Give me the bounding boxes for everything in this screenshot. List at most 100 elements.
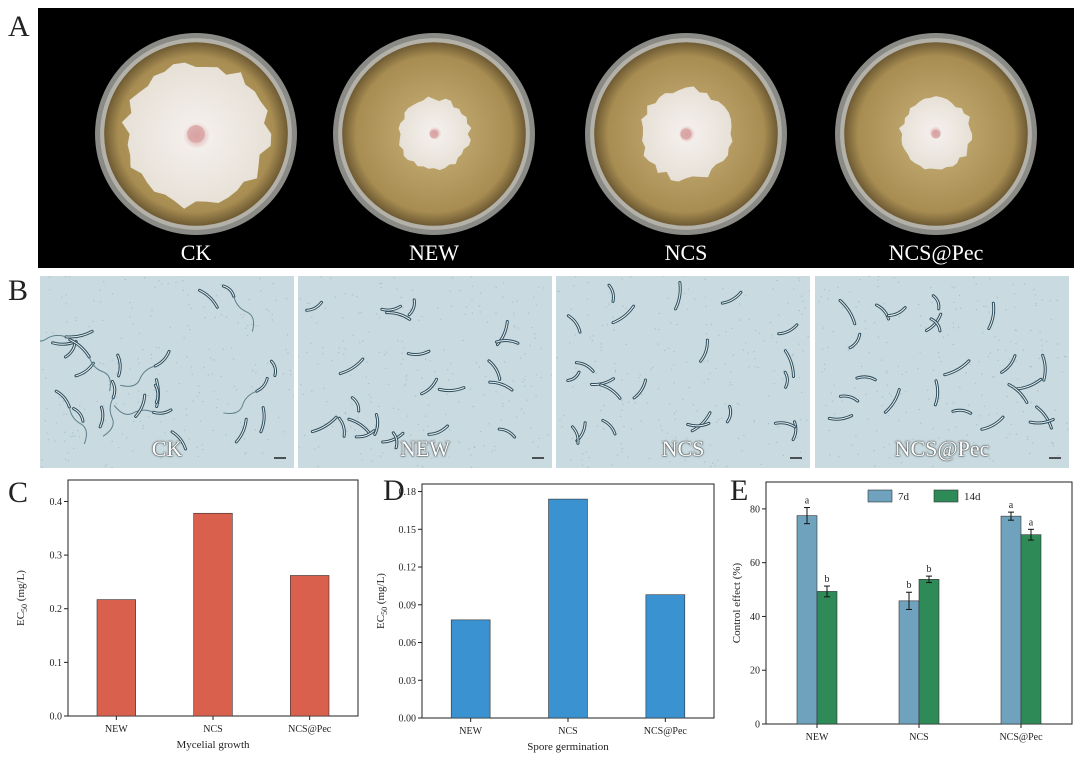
panel-d-letter: D	[383, 474, 405, 507]
panel-a-letter: A	[8, 10, 30, 43]
spore	[373, 413, 380, 436]
y-tick-label: 0.1	[50, 658, 63, 669]
spore	[420, 377, 439, 396]
spore	[437, 386, 466, 393]
spore	[783, 349, 795, 379]
spore	[674, 281, 682, 311]
germ-tube	[102, 397, 114, 437]
spore	[406, 349, 431, 357]
spore	[686, 421, 711, 428]
bar-7d-new	[796, 515, 818, 725]
spore	[589, 377, 616, 386]
spore	[1035, 405, 1053, 430]
y-tick-label: 0.03	[399, 676, 417, 687]
micrograph-new: NEW	[298, 276, 552, 468]
colony-center	[931, 129, 941, 139]
x-tick-label: NCS@Pec	[644, 726, 688, 737]
spore	[1028, 417, 1055, 425]
spore	[783, 370, 789, 389]
spore	[63, 341, 77, 359]
y-tick-label: 80	[750, 504, 760, 515]
spore	[566, 370, 581, 383]
bar-new	[96, 599, 136, 717]
spore	[929, 317, 942, 333]
spore	[223, 376, 269, 414]
germ-tube	[68, 406, 87, 445]
germ-tube	[223, 390, 257, 414]
spore	[611, 304, 636, 325]
spore	[407, 298, 416, 317]
spore	[354, 429, 376, 439]
spore	[886, 306, 907, 318]
spore	[170, 430, 188, 451]
y-tick-label: 0.3	[50, 551, 63, 562]
colony-center	[429, 129, 439, 139]
spore	[1041, 353, 1047, 382]
spore	[574, 361, 595, 373]
bar-new	[450, 619, 491, 719]
y-axis-label: Control effect (%)	[731, 562, 743, 643]
y-tick-label: 20	[750, 666, 760, 677]
spore	[494, 339, 520, 345]
x-axis-label: Spore germination	[527, 741, 609, 753]
y-tick-label: 0.00	[399, 714, 417, 725]
dish-label-ncs: NCS	[664, 240, 708, 265]
spore	[487, 359, 502, 381]
x-tick-label: NCS@Pec	[288, 724, 332, 735]
x-tick-label: NCS@Pec	[999, 732, 1043, 743]
significance-letter: b	[927, 564, 932, 575]
spore	[113, 405, 173, 415]
spore	[221, 284, 255, 332]
y-tick-label: 0.09	[399, 600, 417, 611]
spore	[391, 431, 399, 450]
bar-14d-new	[816, 591, 838, 725]
panel-c-letter: C	[8, 476, 29, 509]
x-tick-label: NEW	[806, 732, 829, 743]
x-tick-label: NCS	[203, 724, 222, 735]
spore	[259, 406, 266, 434]
y-tick-label: 60	[750, 558, 760, 569]
x-axis-label: Mycelial growth	[176, 739, 250, 751]
colony-center	[680, 128, 692, 140]
bar-14d-ncs	[918, 579, 940, 725]
legend-label-7d: 7d	[898, 491, 910, 503]
dish-label-new: NEW	[408, 240, 460, 265]
x-tick-label: NEW	[105, 724, 128, 735]
spore	[488, 380, 514, 392]
germ-tube	[120, 365, 156, 387]
y-tick-label: 0.0	[50, 712, 63, 723]
y-tick-label: 0.4	[50, 497, 63, 508]
spore	[883, 388, 901, 414]
spore	[601, 418, 617, 436]
spore	[951, 408, 973, 415]
significance-letter: a	[805, 496, 810, 507]
y-tick-label: 0.15	[399, 525, 417, 536]
bar-ncs-pec	[645, 594, 686, 719]
spore	[102, 379, 117, 437]
spore	[427, 424, 449, 436]
spore	[1000, 354, 1017, 374]
colony-center	[187, 125, 205, 143]
micrograph-label-ck: CK	[151, 436, 183, 461]
spore	[980, 415, 1005, 431]
petri-dish-ck	[95, 33, 297, 235]
y-tick-label: 0.2	[50, 604, 63, 615]
spore	[607, 283, 615, 303]
micrograph-ncs-pec: NCS@Pec	[815, 276, 1069, 468]
petri-dish-row: CK NEW NCS NCS@Pec	[38, 8, 1074, 268]
petri-dish-ncs-pec	[835, 33, 1037, 235]
spore	[699, 338, 709, 363]
spore	[68, 338, 111, 392]
y-tick-label: 40	[750, 612, 760, 623]
spore	[566, 314, 582, 334]
spore	[120, 349, 171, 387]
spore	[855, 375, 877, 382]
bar-ncs	[548, 498, 588, 719]
legend-swatch-7d	[867, 489, 893, 503]
spore	[933, 379, 940, 407]
spore	[234, 417, 248, 444]
legend-label-14d: 14d	[964, 491, 981, 503]
spore	[338, 357, 365, 376]
spore	[350, 396, 361, 413]
spore	[74, 361, 95, 378]
